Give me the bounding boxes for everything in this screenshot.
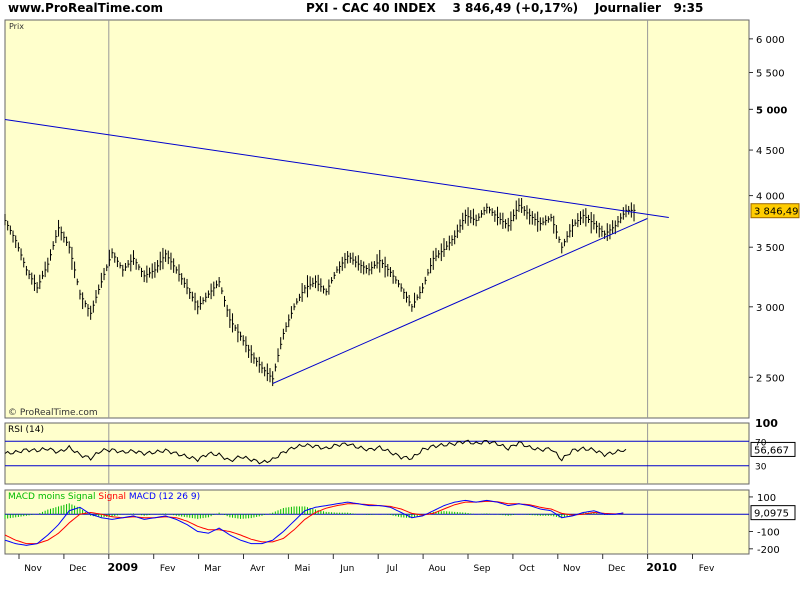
macd-last-label: 9,0975 bbox=[754, 509, 789, 520]
price-tick-label: 3 500 bbox=[756, 243, 785, 254]
site-name[interactable]: www.ProRealTime.com bbox=[8, 1, 163, 15]
price-tick-label: 5 000 bbox=[756, 105, 787, 116]
x-tick-label: 2010 bbox=[646, 561, 677, 574]
macd-last-box bbox=[750, 505, 796, 521]
price-tick-label: 4 500 bbox=[756, 146, 785, 157]
price-tick-label: 5 500 bbox=[756, 68, 785, 79]
trendline-resistance bbox=[4, 119, 669, 218]
rsi-last-box bbox=[750, 441, 796, 457]
trendline-support bbox=[272, 218, 648, 384]
price-tick-label: 2 500 bbox=[756, 373, 785, 384]
time-label: 9:35 bbox=[673, 1, 704, 15]
price-panel-label: Prix bbox=[9, 22, 24, 31]
header-bar: www.ProRealTime.com PXI - CAC 40 INDEX 3… bbox=[0, 0, 800, 18]
price-panel bbox=[4, 19, 750, 419]
x-tick-label: Mar bbox=[204, 564, 221, 574]
macd-tick-label: -200 bbox=[757, 545, 780, 556]
x-tick-label: Dec bbox=[69, 564, 86, 574]
rsi-tick-label: 70 bbox=[755, 438, 767, 448]
instrument-name: PXI - CAC 40 INDEX bbox=[306, 1, 436, 15]
x-tick-label: Nov bbox=[24, 564, 42, 574]
x-tick-label: 2009 bbox=[107, 561, 138, 574]
price-tick-label: 6 000 bbox=[756, 35, 785, 46]
macd-legend-entry: MACD (12 26 9) bbox=[126, 492, 200, 502]
last-price-label: 3 846,49 bbox=[754, 207, 799, 218]
rsi-last-label: 56,667 bbox=[754, 445, 789, 456]
period-label: Journalier bbox=[594, 1, 661, 15]
x-tick-label: Mai bbox=[295, 564, 311, 574]
rsi-panel-label: RSI (14) bbox=[8, 425, 44, 435]
x-tick-label: Fev bbox=[699, 564, 715, 574]
x-tick-label: Avr bbox=[250, 564, 265, 574]
macd-tick-label: 100 bbox=[757, 493, 776, 504]
x-tick-label: Oct bbox=[519, 564, 535, 574]
macd-panel-label: MACD moins Signal Signal MACD (12 26 9) bbox=[8, 492, 200, 502]
x-tick-label: Sep bbox=[474, 564, 491, 574]
macd-line bbox=[4, 499, 624, 546]
rsi-tick-label: 100 bbox=[755, 417, 778, 430]
quote-value: 3 846,49 (+0,17%) bbox=[452, 1, 579, 15]
x-tick-label: Dec bbox=[608, 564, 625, 574]
x-tick-label: Aou bbox=[428, 564, 445, 574]
watermark-text: © ProRealTime.com bbox=[8, 408, 98, 418]
rsi-tick-label: 30 bbox=[755, 463, 767, 473]
macd-legend-entry: MACD moins Signal bbox=[8, 492, 96, 502]
x-tick-label: Jul bbox=[386, 564, 398, 574]
macd-tick-label: -100 bbox=[757, 528, 780, 539]
rsi-line bbox=[4, 439, 627, 465]
x-tick-label: Nov bbox=[563, 564, 581, 574]
macd-panel bbox=[4, 489, 750, 555]
price-tick-label: 4 000 bbox=[756, 192, 785, 203]
rsi-panel bbox=[4, 422, 750, 485]
last-price-box bbox=[750, 203, 800, 219]
x-tick-label: Fev bbox=[160, 564, 176, 574]
x-tick-label: Jun bbox=[339, 564, 354, 574]
chart-header: PXI - CAC 40 INDEX 3 846,49 (+0,17%) Jou… bbox=[306, 1, 703, 15]
macd-legend-entry: Signal bbox=[96, 492, 127, 502]
price-tick-label: 3 000 bbox=[756, 303, 785, 314]
